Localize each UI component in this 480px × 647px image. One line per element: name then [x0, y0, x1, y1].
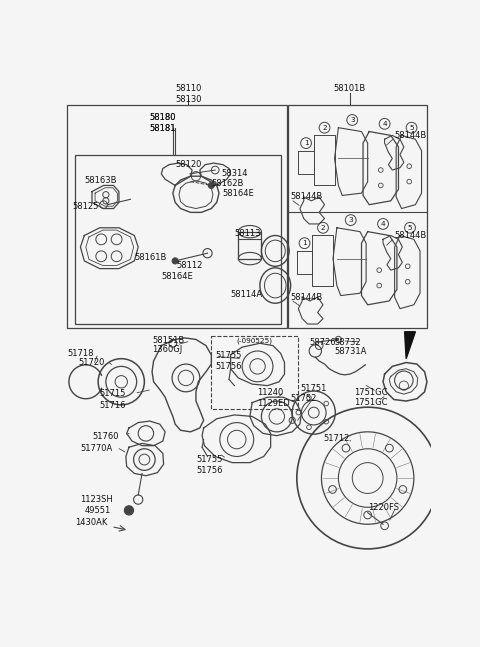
Text: 1220FS: 1220FS: [368, 503, 399, 512]
Text: 58180
58181: 58180 58181: [150, 113, 176, 133]
Text: 1360GJ: 1360GJ: [152, 345, 182, 354]
Text: 58144B: 58144B: [291, 292, 323, 302]
Text: 1430AK: 1430AK: [75, 518, 108, 527]
Text: 58732: 58732: [335, 338, 361, 347]
Text: 58144B: 58144B: [395, 231, 427, 240]
Bar: [67, 105, 287, 328]
Text: 58120: 58120: [175, 160, 202, 169]
Text: 51755
51756: 51755 51756: [215, 351, 242, 371]
Text: 51751: 51751: [300, 384, 326, 393]
Text: 58125: 58125: [73, 203, 99, 212]
Text: 58731A: 58731A: [335, 347, 367, 356]
Text: 5: 5: [409, 125, 414, 131]
Text: 51760: 51760: [92, 432, 119, 441]
Text: 51718: 51718: [67, 349, 94, 358]
Text: 11240
1129ED: 11240 1129ED: [258, 388, 290, 408]
Text: 1751GC: 1751GC: [354, 398, 387, 407]
Text: 51712: 51712: [323, 434, 349, 443]
Text: 58180
58181: 58180 58181: [150, 113, 176, 133]
Text: 58151B: 58151B: [152, 336, 184, 345]
Text: 58161B: 58161B: [134, 253, 167, 262]
Text: 3: 3: [350, 117, 355, 123]
Text: 51770A: 51770A: [81, 444, 113, 453]
Text: 4: 4: [381, 221, 385, 227]
Text: 1: 1: [302, 240, 307, 247]
Text: 49551: 49551: [84, 506, 110, 515]
Text: 58113: 58113: [234, 228, 261, 237]
Text: 51755
51756: 51755 51756: [196, 455, 222, 475]
Text: 58164E: 58164E: [161, 272, 193, 281]
Text: 58114A: 58114A: [230, 290, 263, 299]
Text: 58144B: 58144B: [291, 193, 323, 201]
Text: 1123SH: 1123SH: [81, 495, 113, 504]
Text: (-090525): (-090525): [237, 338, 273, 344]
Text: 58144B: 58144B: [395, 131, 427, 140]
Text: 51715
51716: 51715 51716: [100, 389, 126, 410]
Circle shape: [208, 182, 215, 188]
Polygon shape: [405, 332, 415, 358]
Bar: [288, 105, 427, 328]
Text: 2: 2: [321, 225, 325, 231]
Text: 3: 3: [348, 217, 353, 223]
Text: 51752: 51752: [291, 394, 317, 403]
Text: 2: 2: [322, 125, 327, 131]
Text: 58314: 58314: [221, 168, 248, 177]
Text: 51720: 51720: [78, 358, 105, 367]
Text: 58162B: 58162B: [211, 179, 244, 188]
Circle shape: [124, 506, 133, 515]
Text: 1751GC: 1751GC: [354, 388, 387, 397]
Bar: [75, 155, 281, 324]
Bar: [211, 336, 298, 409]
Text: 58112: 58112: [177, 261, 203, 270]
Text: 58101B: 58101B: [334, 84, 366, 93]
Text: 58726: 58726: [309, 338, 336, 347]
Text: 1: 1: [304, 140, 308, 146]
Text: 4: 4: [382, 121, 387, 127]
Text: 5: 5: [408, 225, 412, 231]
Text: 58164E: 58164E: [222, 188, 254, 197]
Circle shape: [172, 258, 178, 264]
Text: 58110
58130: 58110 58130: [175, 84, 202, 104]
Text: 58163B: 58163B: [84, 176, 117, 185]
